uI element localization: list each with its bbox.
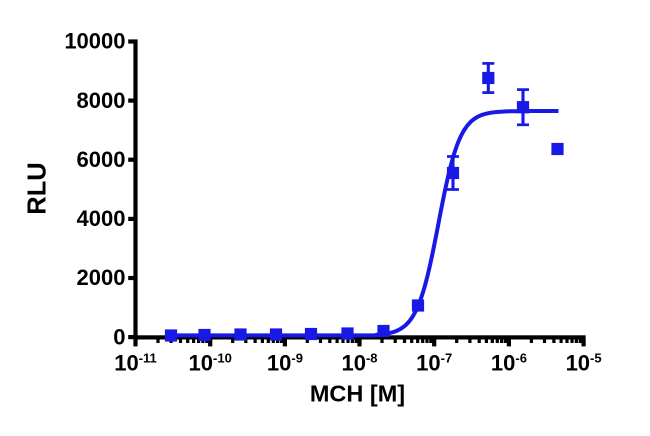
svg-text:RLU: RLU [23, 162, 51, 214]
svg-text:MCH [M]: MCH [M] [310, 381, 405, 407]
svg-text:2000: 2000 [77, 265, 126, 290]
svg-text:10000: 10000 [64, 29, 125, 54]
svg-text:4000: 4000 [77, 206, 126, 231]
svg-text:8000: 8000 [77, 88, 126, 113]
svg-text:10-10: 10-10 [189, 350, 232, 375]
svg-text:10-8: 10-8 [341, 350, 377, 375]
svg-text:0: 0 [113, 324, 125, 349]
svg-text:6000: 6000 [77, 147, 126, 172]
